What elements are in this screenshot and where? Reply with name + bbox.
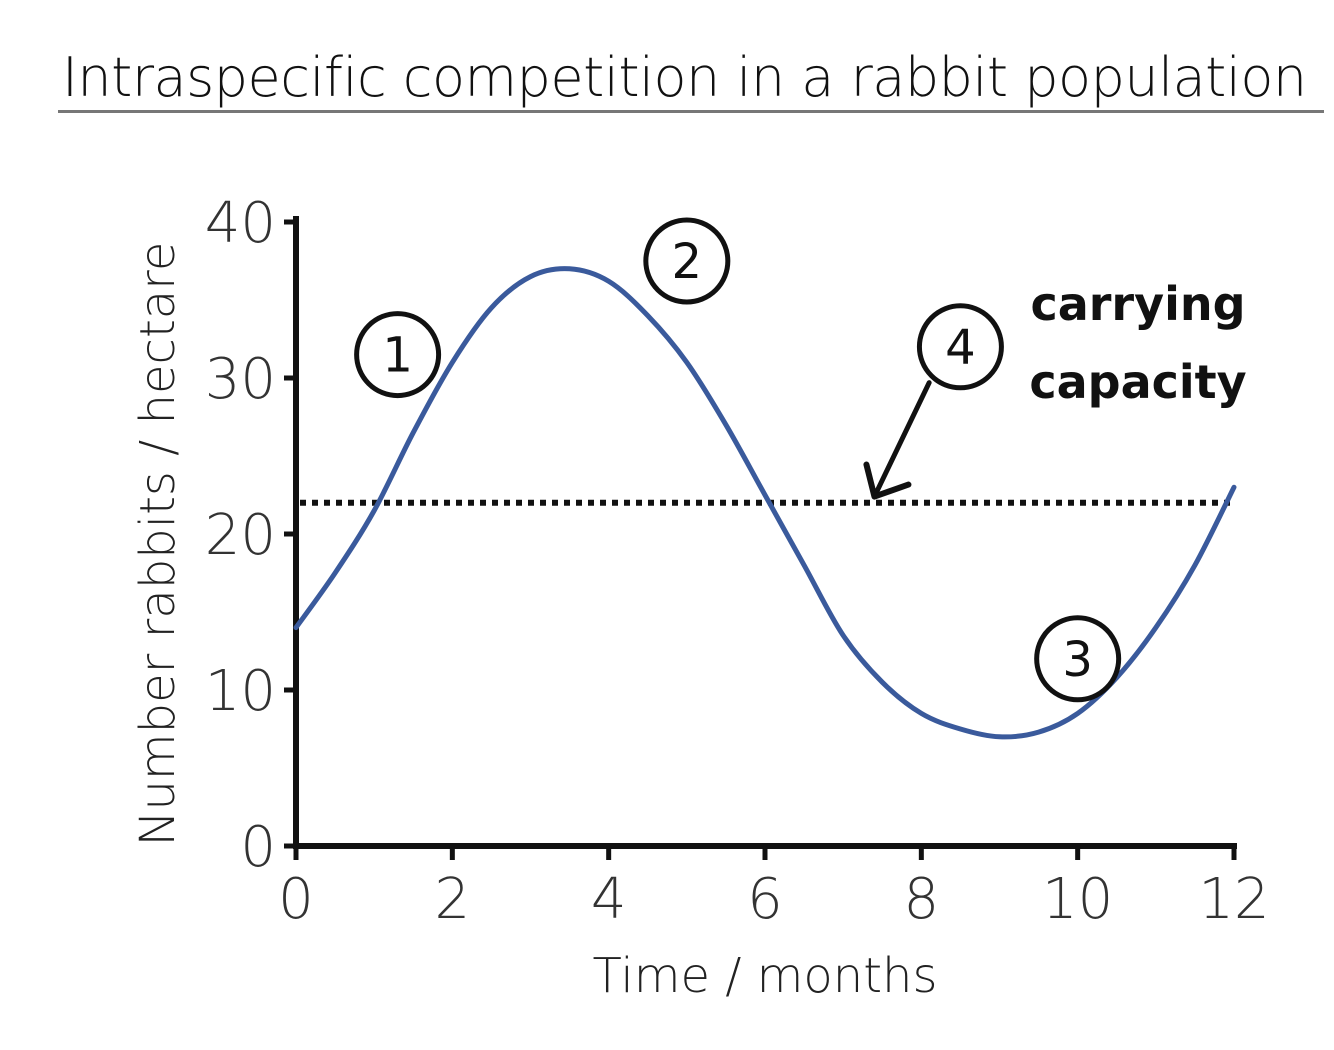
x-tick-label: 2 bbox=[435, 867, 471, 932]
annotation-number-4: 4 bbox=[945, 320, 976, 376]
series-line-0 bbox=[293, 266, 1237, 740]
chart-title: Intraspecific competition in a rabbit po… bbox=[62, 46, 1307, 109]
x-tick-label: 4 bbox=[591, 867, 627, 932]
x-tick-label: 10 bbox=[1042, 867, 1113, 932]
annotation-number-3: 3 bbox=[1062, 632, 1093, 688]
annotations: 1 2 3 4 carrying capacity bbox=[354, 217, 1247, 703]
x-tick-label: 6 bbox=[747, 867, 783, 932]
annotation-circle-1 bbox=[354, 311, 442, 399]
series-group bbox=[293, 266, 1237, 740]
title-underline bbox=[58, 110, 1324, 113]
y-axis-title: Number rabbits / hectare bbox=[130, 242, 186, 847]
arrow-shaft bbox=[871, 380, 932, 500]
y-tick-label: 0 bbox=[240, 815, 276, 880]
y-tick-label: 10 bbox=[205, 659, 276, 724]
x-tick-label: 8 bbox=[904, 867, 940, 932]
annotation-circle-2 bbox=[643, 217, 731, 305]
y-tick-label: 20 bbox=[205, 503, 276, 568]
carrying-capacity-label-line-0: carrying bbox=[1030, 277, 1245, 331]
x-axis-title: Time / months bbox=[593, 948, 938, 1004]
x-tick-label: 12 bbox=[1198, 867, 1269, 932]
y-tick-label: 30 bbox=[205, 347, 276, 412]
annotation-circle-4 bbox=[916, 303, 1004, 391]
y-tick-label: 40 bbox=[205, 191, 276, 256]
annotation-circle-3 bbox=[1034, 615, 1122, 703]
carrying-capacity-label-line-1: capacity bbox=[1029, 355, 1246, 409]
annotation-number-2: 2 bbox=[672, 234, 703, 290]
x-tick-label: 0 bbox=[278, 867, 314, 932]
arrow-head bbox=[863, 461, 912, 500]
annotation-number-1: 1 bbox=[382, 328, 413, 384]
